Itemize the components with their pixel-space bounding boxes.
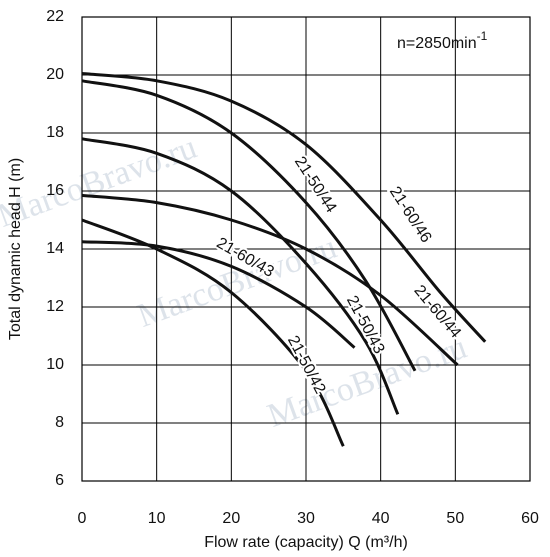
y-axis-label: Total dynamic head H (m) xyxy=(7,158,24,340)
y-tick-label: 8 xyxy=(55,414,64,431)
y-tick-label: 14 xyxy=(46,240,64,257)
watermarks: MarcoBravo.ru MarcoBravo.ru MarcoBravo.r… xyxy=(0,129,471,435)
x-tick-label: 10 xyxy=(148,510,166,527)
pump-curve xyxy=(81,72,487,343)
pump-curve xyxy=(81,240,356,349)
annotation-sup: -1 xyxy=(477,29,488,43)
x-tick-label: 20 xyxy=(222,510,240,527)
y-tick-label: 6 xyxy=(55,472,64,489)
pump-curve xyxy=(81,137,400,415)
x-axis-label: Flow rate (capacity) Q (m³/h) xyxy=(204,534,408,551)
curve-label: 21-50/44 xyxy=(291,154,340,216)
y-tick-label: 22 xyxy=(46,8,64,25)
x-tick-label: 30 xyxy=(297,510,315,527)
pump-curve xyxy=(81,218,345,447)
x-tick-label: 50 xyxy=(446,510,464,527)
pump-curve xyxy=(81,79,417,372)
x-tick-label: 0 xyxy=(78,510,87,527)
x-tick-label: 60 xyxy=(521,510,539,527)
y-tick-label: 20 xyxy=(46,66,64,83)
y-tick-label: 18 xyxy=(46,124,64,141)
speed-annotation: n=2850min-1 xyxy=(397,29,488,52)
y-tick-label: 12 xyxy=(46,298,64,315)
y-tick-label: 10 xyxy=(46,356,64,373)
watermark: MarcoBravo.ru xyxy=(0,129,201,235)
x-tick-label: 40 xyxy=(372,510,390,527)
annotation: n=2850min xyxy=(397,35,477,52)
plot-frame xyxy=(81,16,531,482)
y-tick-label: 16 xyxy=(46,182,64,199)
